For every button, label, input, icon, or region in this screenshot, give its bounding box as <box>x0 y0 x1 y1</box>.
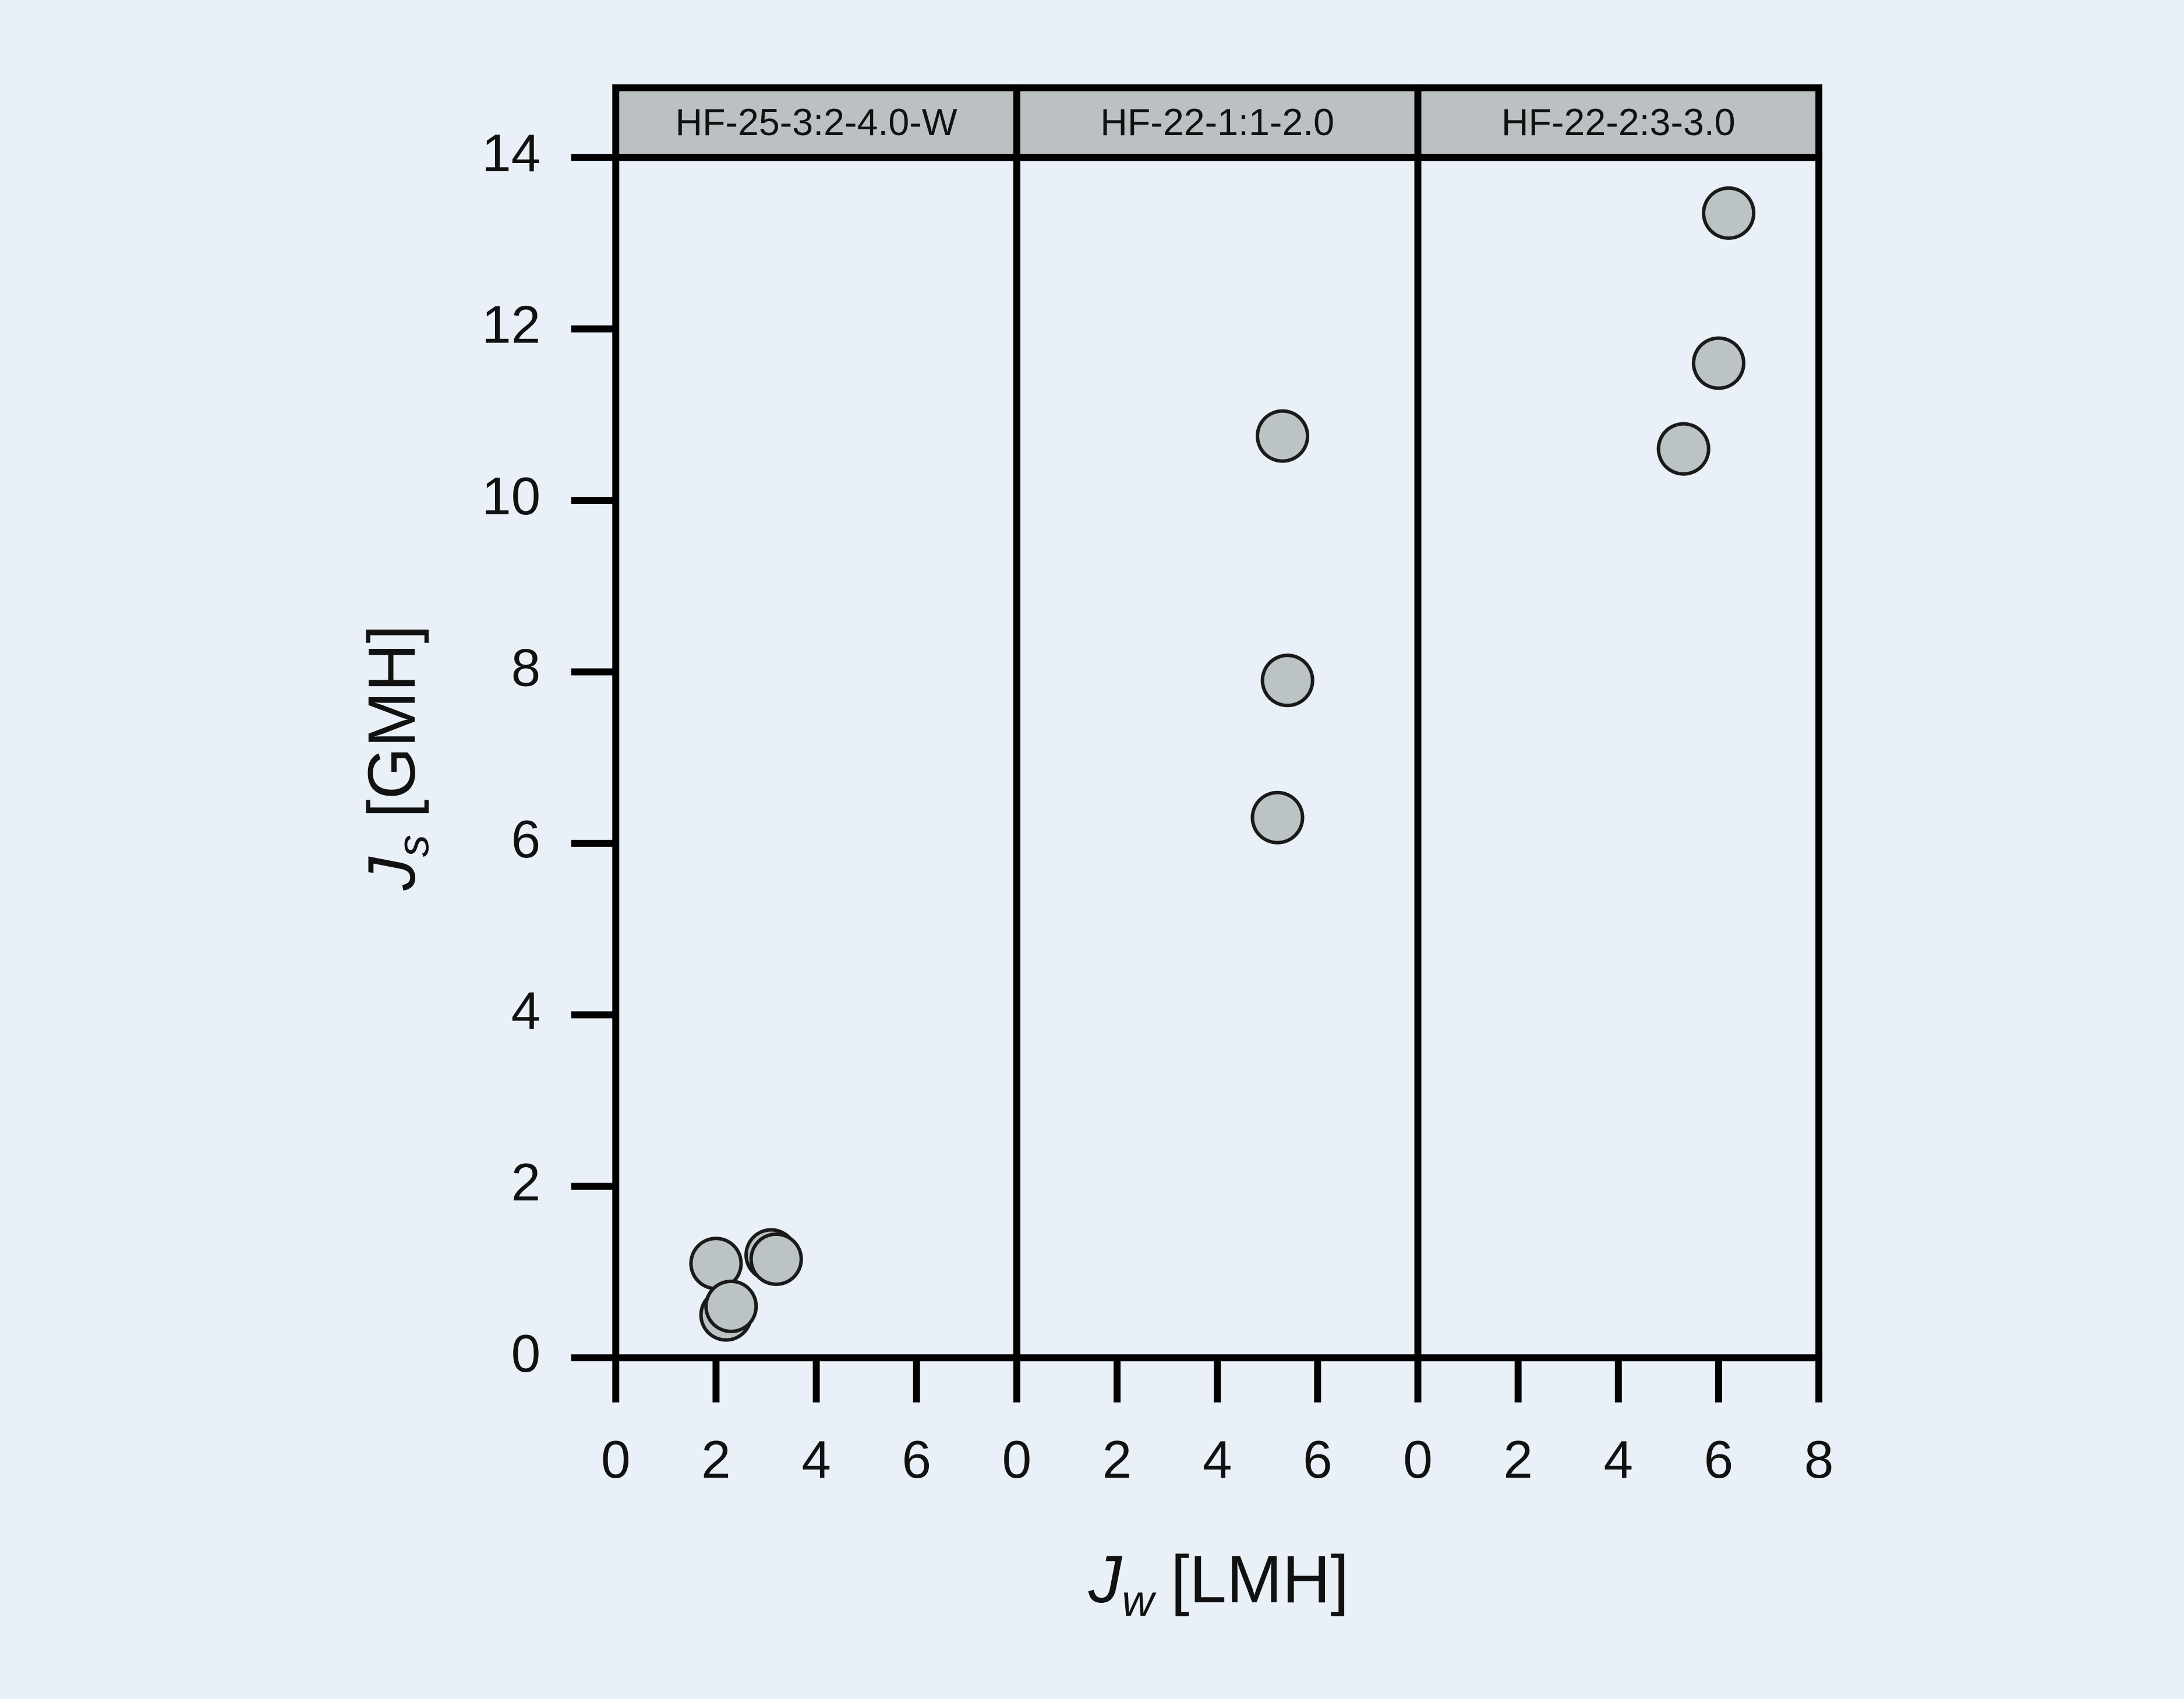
y-label-subscript: s <box>389 835 439 857</box>
y-tick-label: 14 <box>482 124 540 183</box>
x-tick-label: 4 <box>1604 1430 1634 1489</box>
x-tick-label: 8 <box>1804 1430 1834 1489</box>
x-tick-label: 0 <box>601 1430 631 1489</box>
y-tick-label: 2 <box>511 1153 541 1212</box>
y-tick-label: 6 <box>511 810 541 869</box>
panel-title: HF-25-3:2-4.0-W <box>675 101 957 143</box>
x-label-unit: [LMH] <box>1171 1542 1349 1617</box>
point <box>749 1232 803 1286</box>
x-tick-label: 6 <box>902 1430 931 1489</box>
x-tick-label: 4 <box>801 1430 831 1489</box>
panel-title: HF-22-1:1-2.0 <box>1100 101 1334 143</box>
x-label-symbol: J <box>1088 1542 1123 1617</box>
y-tick-label: 0 <box>511 1324 541 1383</box>
x-tick-label: 4 <box>1203 1430 1232 1489</box>
point <box>704 1279 758 1333</box>
strip <box>1013 84 1422 161</box>
y-label-symbol: J <box>355 856 429 891</box>
y-tick-label: 4 <box>511 981 541 1040</box>
x-tick-label: 0 <box>1403 1430 1433 1489</box>
x-tick-label: 2 <box>1503 1430 1533 1489</box>
x-label-subscript: w <box>1122 1577 1157 1626</box>
strip <box>1414 84 1823 161</box>
x-tick-label: 2 <box>1102 1430 1132 1489</box>
y-tick-label: 10 <box>482 467 540 526</box>
x-tick-label: 6 <box>1303 1430 1333 1489</box>
x-axis-label: Jw [LMH] <box>1088 1542 1349 1626</box>
point <box>1250 790 1305 845</box>
y-axis-label: Js [GMH] <box>355 625 438 891</box>
point <box>1691 336 1745 390</box>
y-tick-label: 12 <box>482 296 540 355</box>
y-tick-label: 8 <box>511 638 541 697</box>
point <box>1260 654 1314 708</box>
point <box>1256 409 1310 463</box>
point <box>1656 422 1711 476</box>
x-tick-label: 6 <box>1704 1430 1734 1489</box>
x-tick-label: 0 <box>1002 1430 1032 1489</box>
y-label-unit: [GMH] <box>355 625 429 818</box>
point <box>1702 186 1756 240</box>
x-tick-label: 2 <box>701 1430 731 1489</box>
panel-title: HF-22-2:3-3.0 <box>1501 101 1736 143</box>
